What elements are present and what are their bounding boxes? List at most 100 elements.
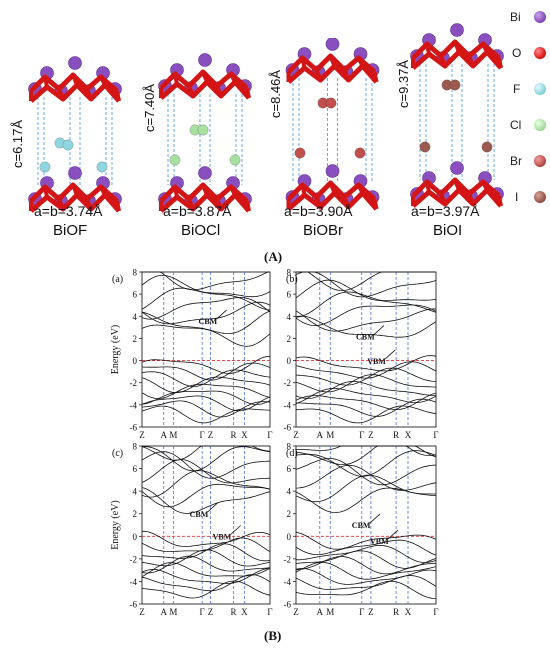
k-point-label: Z [139,430,145,440]
k-point-label: R [231,607,237,617]
o-bond [497,57,503,69]
o-bond [187,85,195,97]
band-line [141,297,271,320]
band-line [295,308,437,332]
o-bond [300,57,307,69]
legend-label-cl: Cl [510,118,522,132]
compound-biocl: BiOCl [181,222,221,239]
o-bond [481,43,489,53]
y-tick-label: -2 [284,554,292,564]
k-point-label: R [393,430,399,440]
structure-biof [20,55,130,225]
legend-item-cl: Cl [508,114,550,136]
k-point-label: Γ [200,607,205,617]
band-line [141,487,271,514]
ab-parameter-biocl: a=b=3.87Å [163,203,232,219]
band-line [295,361,437,379]
k-point-label: Γ [267,430,272,440]
halogen-atom [481,141,493,153]
legend-item-f: F [508,78,550,100]
halogen-atom [294,147,306,159]
legend-label-f: F [513,82,521,96]
top-bio-layer [410,23,504,70]
k-point-label: X [241,607,248,617]
band-line [295,561,437,580]
bottom-bio-layer [28,166,122,213]
band-line [141,580,271,599]
k-point-label: X [405,607,412,617]
band-line [295,374,437,393]
o-bond [85,88,93,100]
legend-label-i: I [515,190,519,204]
o-bond [115,90,121,102]
band-line [295,539,437,556]
k-point-label: Z [293,430,299,440]
k-point-label: A [161,607,168,617]
band-line [141,355,271,374]
compound-biof: BiOF [53,222,88,239]
k-point-label: Γ [433,430,438,440]
bi-atom [68,166,82,180]
k-point-label: Γ [359,607,364,617]
k-point-label: Γ [267,607,272,617]
annotation-arrow [384,349,396,360]
y-tick-label: 6 [287,464,292,474]
band-line [295,458,437,486]
band-line [295,355,437,372]
o-bond [229,73,237,83]
y-tick-label: -4 [130,577,138,587]
annotation-arrow [373,325,385,335]
y-tick-label: 0 [287,356,292,366]
o-bond [99,186,107,196]
band-line [295,271,437,298]
annotation-arrow [230,525,241,535]
o-bond [453,41,461,53]
y-tick-label: 6 [133,464,138,474]
k-point-label: A [317,430,324,440]
k-point-label: Z [208,430,214,440]
y-tick-label: 4 [287,487,292,497]
band-line [295,291,437,318]
o-bond [481,181,489,191]
annotation-arrow [207,502,218,513]
band-line [141,543,271,562]
y-tick-label: 2 [287,509,292,519]
o-bond [372,71,379,83]
annotation-arrow [216,309,227,320]
band-line [141,376,271,394]
o-bond [173,73,179,85]
y-tick-label: 6 [287,290,292,300]
legend-label-o: O [512,46,522,60]
structure-biobr-drawing [285,37,380,211]
band-line [141,383,271,399]
k-point-label: M [326,607,334,617]
y-tick-label: -4 [284,577,292,587]
structure-biof-drawing [28,56,122,213]
y-tick-label: 8 [287,268,292,278]
legend-label-bi: Bi [510,10,521,24]
y-tick-label: 0 [133,532,138,542]
o-bond [215,85,223,97]
band-line [141,459,271,484]
o-bond [425,43,431,55]
structure-biocl [150,50,260,225]
y-tick-label: 6 [133,290,138,300]
k-point-label: Z [293,607,299,617]
band-line [295,550,437,569]
band-line [295,568,437,585]
ab-parameter-biobr: a=b=3.90Å [284,203,353,219]
c-parameter-biocl: c=7.40Å [142,83,157,132]
band-line [142,530,271,547]
band-line [295,450,437,477]
bottom-bio-layer [285,164,380,211]
k-point-label: Z [139,607,145,617]
halogen-atom [62,139,74,151]
halogen-atom [169,154,181,166]
y-tick-label: 4 [133,312,138,322]
o-bond [71,74,79,86]
o-bond [245,200,251,212]
o-bond [453,179,461,191]
legend-swatch-f [534,83,546,95]
